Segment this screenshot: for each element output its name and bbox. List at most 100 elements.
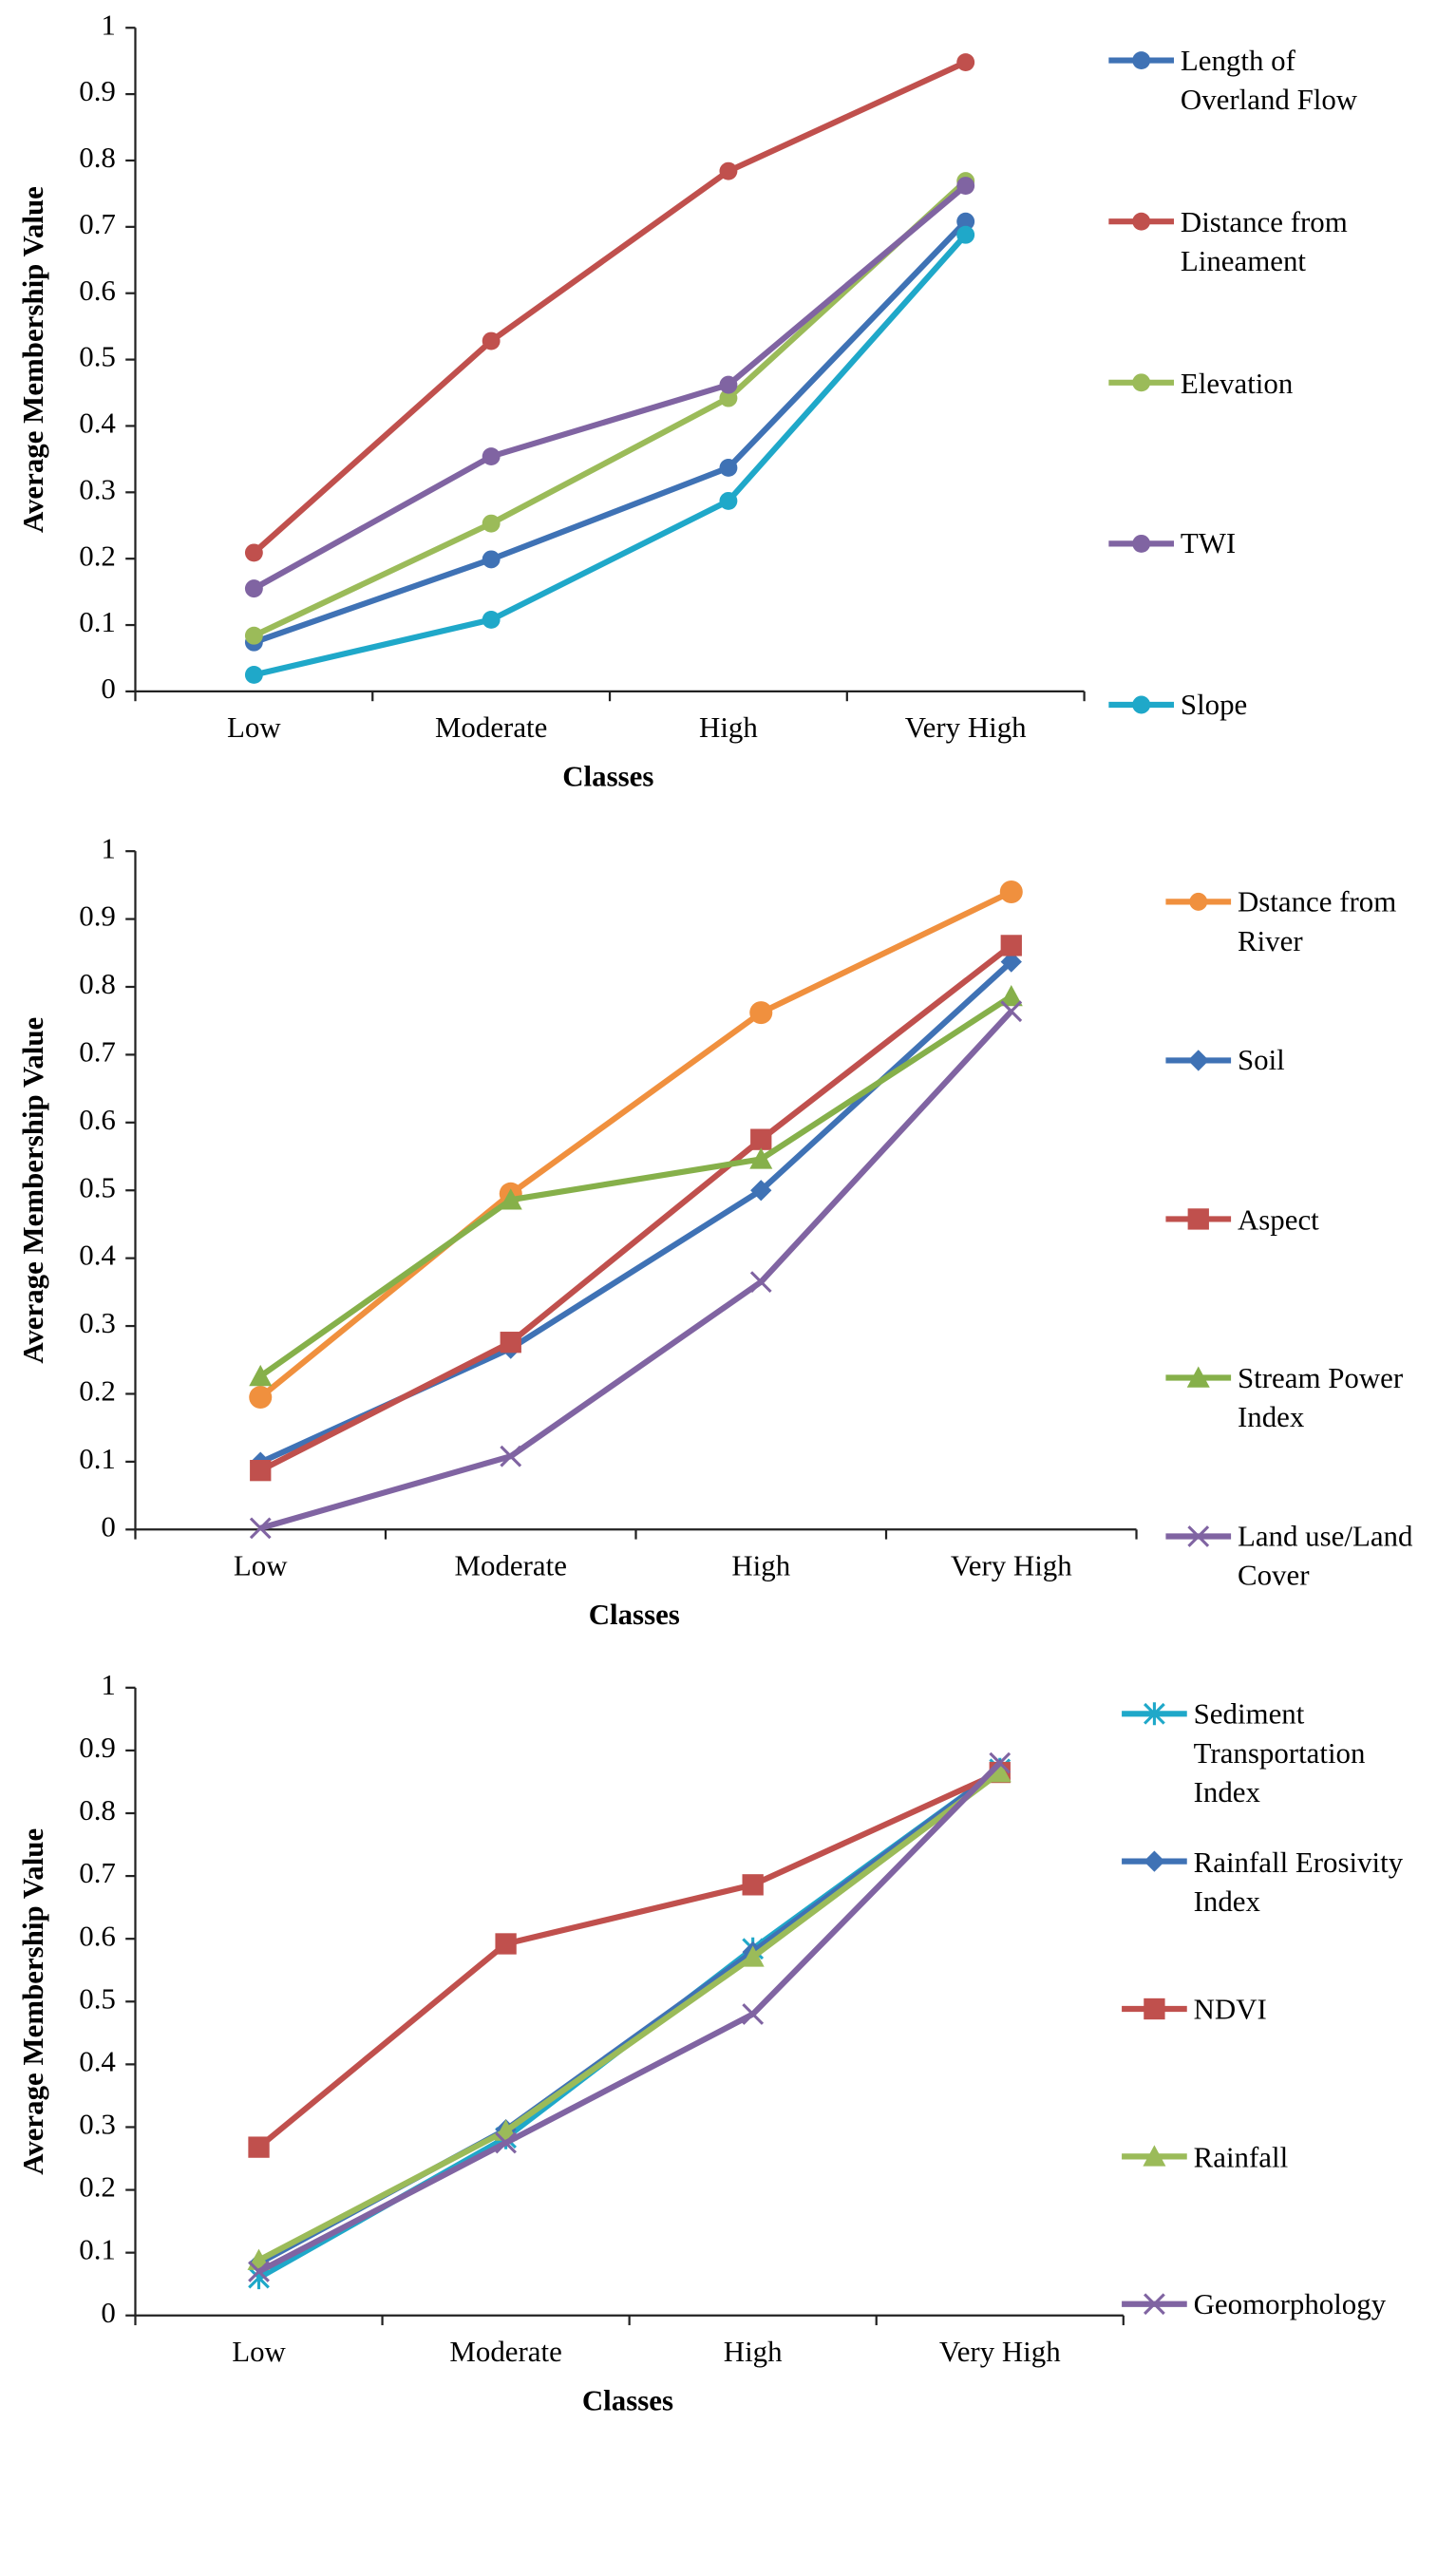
series-line [259, 1009, 1014, 1531]
x-tick-label: High [724, 2335, 783, 2368]
marker-shape [499, 1188, 522, 1210]
marker [499, 1188, 522, 1210]
x-tick-label: High [731, 1549, 790, 1582]
y-tick-label: 0.2 [79, 539, 116, 572]
legend-item: Stream Power Index [1238, 1361, 1403, 1433]
x-tick-label: Low [234, 1549, 288, 1582]
legend-item: Length of Overland Flow [1180, 44, 1358, 116]
marker [1000, 935, 1022, 956]
legend-marker [1143, 2145, 1166, 2167]
series-line [258, 959, 1013, 1466]
series-line [257, 1760, 1002, 2275]
x-tick-label: Low [227, 710, 281, 744]
marker [719, 375, 738, 394]
y-tick-label: 0.8 [79, 141, 116, 174]
x-tick-label: Moderate [455, 1549, 567, 1582]
legend-marker [1187, 1525, 1210, 1547]
y-tick-label: 0 [101, 2296, 115, 2329]
marker [495, 2131, 517, 2154]
marker-shape [1187, 1050, 1209, 1071]
y-tick-label: 0.5 [79, 1981, 116, 2015]
marker [244, 626, 263, 645]
marker [719, 388, 738, 407]
marker-shape [250, 1460, 272, 1482]
y-tick-label: 0.6 [79, 1919, 116, 1952]
marker-shape [248, 2136, 270, 2158]
marker-shape [244, 543, 263, 562]
marker [749, 1271, 772, 1294]
marker-shape [741, 1945, 765, 1967]
y-axis-title: Average Membership Value [16, 1828, 49, 2175]
legend-item: NDVI [1194, 1993, 1267, 2025]
y-axis-title: Average Membership Value [16, 1017, 49, 1364]
legend-marker [1144, 1997, 1165, 2020]
marker-shape [1187, 1208, 1209, 1230]
legend-item: Aspect [1238, 1202, 1319, 1235]
marker-shape [1132, 695, 1151, 714]
marker-shape [482, 550, 501, 569]
marker [742, 2003, 765, 2025]
legend-label: Slope [1180, 688, 1248, 722]
marker [741, 1945, 765, 1967]
series-line [257, 1770, 1002, 2263]
legend-item: Rainfall [1194, 2140, 1289, 2172]
marker-shape [999, 880, 1023, 904]
x-tick-label: Moderate [449, 2335, 561, 2368]
marker-shape [1144, 1702, 1165, 1726]
marker [719, 491, 738, 510]
x-tick-label: Moderate [435, 710, 547, 744]
legend-item: Rainfall Erosivity Index [1193, 1845, 1404, 1918]
marker [749, 1001, 773, 1025]
y-tick-label: 0.7 [79, 207, 116, 240]
legend-label: Dstance from River [1237, 885, 1397, 957]
legend-marker [1132, 373, 1151, 392]
legend-item: Distance from Lineament [1180, 205, 1348, 277]
y-tick-label: 0.7 [79, 1856, 116, 1889]
series-line [252, 183, 968, 592]
marker [482, 611, 501, 629]
y-tick-label: 0.5 [79, 340, 116, 373]
marker-shape [719, 375, 738, 394]
marker-shape [749, 1001, 773, 1025]
series-line [258, 994, 1013, 1379]
marker [482, 514, 501, 533]
marker-shape [989, 1751, 1012, 1774]
marker [719, 161, 738, 180]
marker-shape [749, 1147, 773, 1169]
legend-item: Land use/Land Cover [1238, 1520, 1412, 1592]
legend-label: Soil [1237, 1044, 1285, 1077]
legend-label: Length of Overland Flow [1180, 44, 1358, 116]
marker-shape [249, 1386, 273, 1410]
marker [495, 1933, 517, 1955]
legend-item: Sediment Transportation Index [1194, 1697, 1366, 1808]
marker-shape [1144, 1850, 1165, 1872]
marker-shape [244, 626, 263, 645]
marker-shape [495, 1933, 517, 1955]
legend-label: Distance from Lineament [1180, 205, 1348, 277]
y-tick-label: 0.6 [79, 274, 116, 307]
marker [999, 880, 1023, 904]
marker [482, 331, 501, 350]
marker [248, 2136, 270, 2158]
marker [500, 1332, 521, 1354]
marker-shape [719, 161, 738, 180]
y-tick-label: 0.1 [79, 2233, 116, 2266]
marker-shape [742, 2003, 765, 2025]
marker-shape [1186, 1366, 1210, 1388]
x-axis-title: Classes [562, 760, 653, 793]
series-line [253, 219, 968, 646]
x-tick-label: High [699, 710, 758, 744]
series-line [258, 942, 1013, 1473]
legend-label: Rainfall Erosivity Index [1193, 1845, 1404, 1918]
marker [956, 53, 975, 72]
marker [500, 1445, 522, 1467]
y-tick-label: 1 [101, 1668, 115, 1701]
marker-shape [482, 331, 501, 350]
legend-marker [1186, 1366, 1210, 1388]
legend-item: TWI [1181, 527, 1236, 559]
marker-shape [1187, 1525, 1210, 1547]
y-tick-label: 0 [101, 672, 115, 705]
marker [999, 984, 1023, 1007]
marker [482, 447, 501, 466]
